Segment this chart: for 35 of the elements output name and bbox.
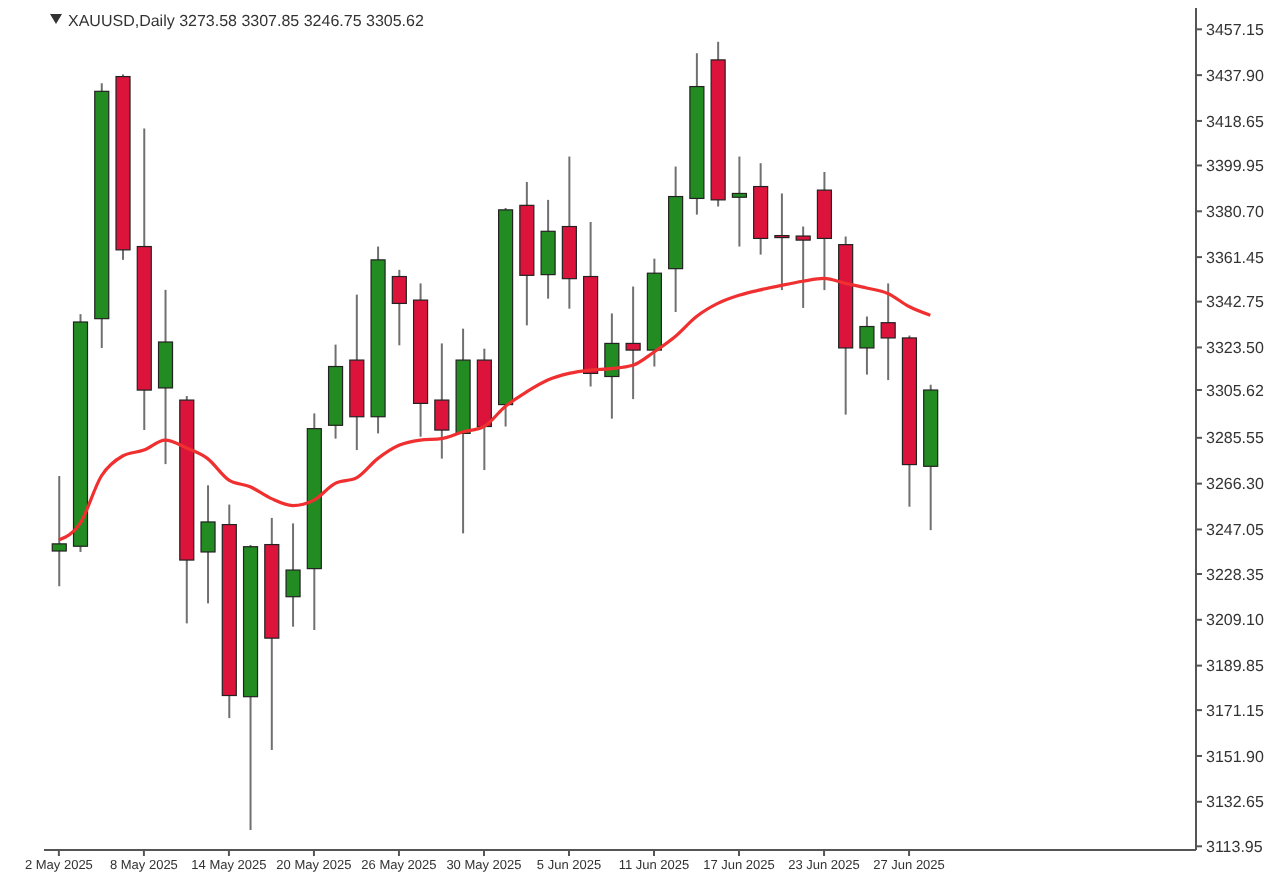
y-tick-label: 3342.75 [1206,293,1265,312]
y-tick-label: 3380.70 [1206,202,1265,221]
y-tick-label: 3418.65 [1206,112,1265,131]
y-tick-label: 3323.50 [1206,339,1265,358]
y-tick-label: 3132.65 [1206,793,1265,812]
y-tick-label: 3247.05 [1206,521,1265,540]
y-tick-label: 3266.30 [1206,475,1265,494]
y-tick-label: 3437.90 [1206,66,1265,85]
candlestick [200,484,216,605]
candlestick [859,315,875,376]
y-tick-label: 3151.90 [1206,747,1265,766]
candlestick [625,285,641,401]
candlestick [540,198,556,300]
candlestick [285,522,301,628]
candlestick [51,475,67,588]
y-tick-label: 3285.55 [1206,429,1265,448]
candlestick [434,342,450,460]
y-tick-label: 3361.45 [1206,248,1265,267]
candlestick [604,312,620,420]
y-tick-label: 3113.95 [1206,837,1264,856]
line-series [57,276,932,542]
candlestick [880,282,896,382]
candlestick [731,155,747,248]
candlestick [795,225,811,309]
y-tick-label: 3228.35 [1206,565,1265,584]
candlestick [774,192,790,292]
y-tick-label: 3189.85 [1206,657,1265,676]
chart-title: XAUUSD,Daily 3273.58 3307.85 3246.75 3305.62 [68,12,425,30]
y-tick-label: 3457.15 [1206,20,1265,39]
y-tick-label: 3399.95 [1206,157,1265,176]
y-tick-label: 3209.10 [1206,611,1265,630]
candlestick [157,288,174,466]
y-tick-label: 3171.15 [1206,701,1265,720]
y-tick-label: 3305.62 [1206,381,1265,400]
candlestick [391,268,407,347]
